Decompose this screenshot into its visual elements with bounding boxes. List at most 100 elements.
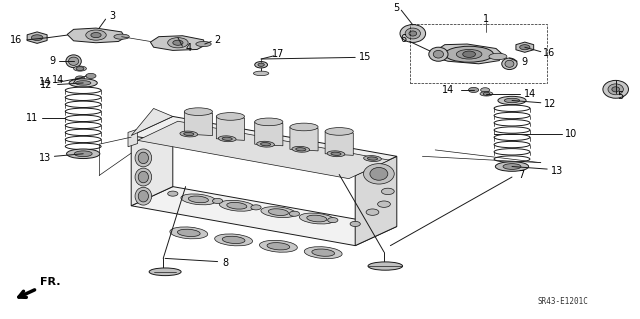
Text: 5: 5 <box>394 3 400 13</box>
Ellipse shape <box>445 46 493 62</box>
Ellipse shape <box>405 28 420 39</box>
Text: 6: 6 <box>400 34 406 44</box>
Ellipse shape <box>505 60 514 67</box>
Circle shape <box>173 40 183 45</box>
Ellipse shape <box>502 58 517 70</box>
Circle shape <box>251 205 261 210</box>
Ellipse shape <box>304 247 342 259</box>
Ellipse shape <box>149 268 181 276</box>
Circle shape <box>168 191 178 196</box>
Text: 14: 14 <box>38 77 51 87</box>
Ellipse shape <box>69 79 97 87</box>
Ellipse shape <box>222 137 232 140</box>
Polygon shape <box>216 116 244 140</box>
Circle shape <box>76 76 84 80</box>
Ellipse shape <box>138 190 148 202</box>
Ellipse shape <box>76 81 91 85</box>
Ellipse shape <box>184 108 212 115</box>
Polygon shape <box>325 131 353 155</box>
Polygon shape <box>67 28 125 43</box>
Ellipse shape <box>290 123 318 131</box>
Circle shape <box>289 211 300 216</box>
Ellipse shape <box>227 202 247 209</box>
Ellipse shape <box>325 128 353 135</box>
Ellipse shape <box>503 164 521 169</box>
Ellipse shape <box>327 151 345 157</box>
Circle shape <box>378 201 390 207</box>
Text: 5: 5 <box>618 91 624 101</box>
Circle shape <box>91 33 101 38</box>
Text: 9: 9 <box>49 56 56 66</box>
Text: 2: 2 <box>214 35 221 45</box>
Ellipse shape <box>429 47 448 61</box>
Ellipse shape <box>222 236 245 243</box>
Ellipse shape <box>261 207 296 218</box>
Polygon shape <box>128 129 138 147</box>
Polygon shape <box>516 42 534 52</box>
Ellipse shape <box>257 141 275 147</box>
Circle shape <box>481 88 490 92</box>
Ellipse shape <box>433 50 444 58</box>
Text: 12: 12 <box>40 80 52 91</box>
Ellipse shape <box>181 194 216 205</box>
Ellipse shape <box>188 196 209 203</box>
Ellipse shape <box>400 25 426 42</box>
Text: 10: 10 <box>565 129 578 139</box>
Ellipse shape <box>253 71 269 76</box>
Text: 9: 9 <box>522 57 528 67</box>
Ellipse shape <box>138 152 148 164</box>
Polygon shape <box>435 44 502 64</box>
Ellipse shape <box>114 34 129 39</box>
Circle shape <box>86 30 106 40</box>
Ellipse shape <box>268 209 289 216</box>
Polygon shape <box>131 108 173 136</box>
Circle shape <box>31 35 43 41</box>
Polygon shape <box>255 122 283 146</box>
Circle shape <box>76 67 84 70</box>
Circle shape <box>483 92 490 95</box>
Ellipse shape <box>267 243 290 250</box>
Text: 8: 8 <box>222 258 228 268</box>
Ellipse shape <box>296 148 306 151</box>
Ellipse shape <box>608 84 623 95</box>
Ellipse shape <box>480 92 493 96</box>
Ellipse shape <box>66 55 81 68</box>
Ellipse shape <box>220 200 254 211</box>
Text: FR.: FR. <box>40 277 60 287</box>
Circle shape <box>86 73 96 78</box>
Ellipse shape <box>489 53 507 60</box>
Circle shape <box>468 87 479 93</box>
Text: 16: 16 <box>543 48 556 58</box>
Ellipse shape <box>180 131 198 137</box>
Ellipse shape <box>170 227 208 239</box>
Text: 7: 7 <box>518 170 525 181</box>
Ellipse shape <box>218 136 236 142</box>
Ellipse shape <box>135 149 152 167</box>
Polygon shape <box>150 36 205 50</box>
Ellipse shape <box>409 31 417 36</box>
Polygon shape <box>131 187 397 246</box>
Bar <box>410 24 547 83</box>
Ellipse shape <box>74 66 86 71</box>
Polygon shape <box>138 121 389 179</box>
Text: 14: 14 <box>524 89 536 99</box>
Polygon shape <box>184 112 212 136</box>
Text: 17: 17 <box>272 48 285 59</box>
Ellipse shape <box>612 87 620 92</box>
Ellipse shape <box>214 234 253 246</box>
Ellipse shape <box>292 146 310 152</box>
Ellipse shape <box>184 132 194 136</box>
Ellipse shape <box>68 57 79 65</box>
Ellipse shape <box>364 164 394 184</box>
Ellipse shape <box>255 118 283 126</box>
Ellipse shape <box>495 162 529 171</box>
Ellipse shape <box>138 171 148 183</box>
Ellipse shape <box>259 240 298 252</box>
Ellipse shape <box>367 157 378 160</box>
Ellipse shape <box>603 80 628 98</box>
Ellipse shape <box>135 168 152 186</box>
Polygon shape <box>131 116 173 206</box>
Text: 15: 15 <box>358 52 371 63</box>
Ellipse shape <box>331 152 341 155</box>
Ellipse shape <box>370 167 388 180</box>
